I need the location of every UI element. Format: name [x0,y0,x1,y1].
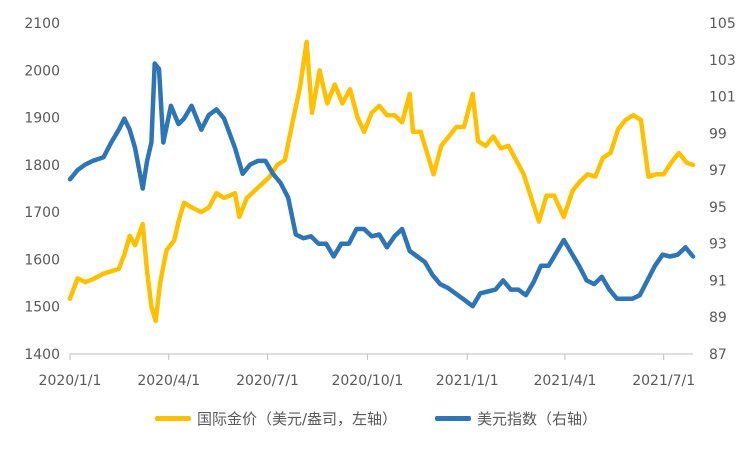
x-tick-label: 2021/4/1 [533,373,596,389]
chart-legend: 国际金价（美元/盎司，左轴） 美元指数（右轴） [0,404,752,432]
series-line-gold [67,39,696,324]
x-tick-label: 2020/1/1 [39,373,102,389]
x-axis-ticks: 2020/1/1 2020/4/1 2020/7/1 2020/10/1 2021/1/… [39,354,695,389]
right-tick-label: 93 [709,237,727,253]
x-tick-label: 2021/1/1 [436,373,499,389]
right-tick-label: 99 [709,126,727,142]
left-tick-label: 1700 [24,205,60,221]
legend-label-gold: 国际金价（美元/盎司，左轴） [196,409,398,428]
x-tick-label: 2021/7/1 [632,373,695,389]
series-line-dollar-index [67,61,696,309]
right-tick-label: 97 [709,163,727,179]
legend-label-dollar-index: 美元指数（右轴） [477,409,598,428]
right-tick-label: 87 [709,347,727,363]
right-tick-label: 95 [709,200,727,216]
right-tick-label: 105 [709,16,736,32]
left-tick-label: 2000 [24,63,60,79]
legend-swatch-gold [154,415,191,421]
left-tick-label: 1400 [24,347,60,363]
x-tick-label: 2020/10/1 [331,373,403,389]
chart-series [67,39,696,324]
left-axis-ticks: 1400 1500 1600 1700 1800 1900 2000 2100 [24,16,60,363]
legend-item-gold: 国际金价（美元/盎司，左轴） [154,408,398,429]
right-tick-label: 101 [709,90,736,106]
left-tick-label: 1800 [24,158,60,174]
x-tick-label: 2020/7/1 [236,373,299,389]
right-tick-label: 89 [709,310,727,326]
x-tick-label: 2020/4/1 [137,373,200,389]
legend-swatch-dollar-index [435,415,472,421]
right-tick-label: 91 [709,273,727,289]
left-tick-label: 2100 [24,16,60,32]
left-tick-label: 1600 [24,252,60,268]
legend-item-dollar-index: 美元指数（右轴） [435,408,597,429]
left-tick-label: 1900 [24,111,60,127]
right-axis-ticks: 87 89 91 93 95 97 99 101 103 105 [709,16,736,363]
left-tick-label: 1500 [24,300,60,316]
right-tick-label: 103 [709,53,736,69]
